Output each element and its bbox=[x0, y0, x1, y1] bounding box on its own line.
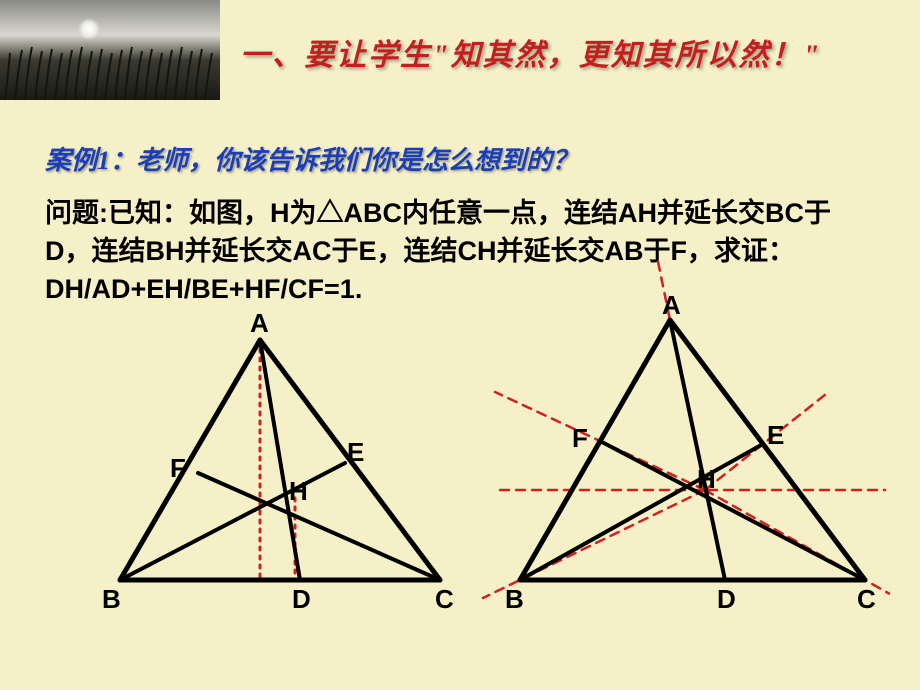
diagram-area: ABCDEFH ABCDEFH bbox=[0, 320, 920, 690]
svg-text:A: A bbox=[250, 308, 269, 338]
problem-text: 问题:已知：如图，H为△ABC内任意一点，连结AH并延长交BC于D，连结BH并延… bbox=[45, 195, 875, 308]
sun-glow bbox=[78, 18, 100, 40]
svg-text:E: E bbox=[347, 437, 364, 467]
header-photo bbox=[0, 0, 220, 100]
case-label: 案例1：老师，你该告诉我们你是怎么想到的？ bbox=[45, 140, 578, 177]
grass-silhouette bbox=[0, 45, 220, 100]
triangle-diagram-left: ABCDEFH bbox=[100, 320, 460, 625]
svg-text:C: C bbox=[857, 584, 876, 614]
svg-text:C: C bbox=[435, 584, 454, 614]
triangle-diagram-right: ABCDEFH bbox=[510, 320, 870, 625]
svg-text:F: F bbox=[170, 453, 186, 483]
svg-text:H: H bbox=[697, 464, 716, 494]
slide-title: 一、要让学生"知其然，更知其所以然！" bbox=[240, 30, 910, 74]
svg-text:F: F bbox=[572, 423, 588, 453]
svg-text:E: E bbox=[767, 420, 784, 450]
svg-text:D: D bbox=[717, 584, 736, 614]
svg-text:B: B bbox=[102, 584, 121, 614]
svg-text:D: D bbox=[292, 584, 311, 614]
svg-text:A: A bbox=[662, 290, 681, 320]
svg-text:B: B bbox=[505, 584, 524, 614]
svg-text:H: H bbox=[289, 476, 308, 506]
